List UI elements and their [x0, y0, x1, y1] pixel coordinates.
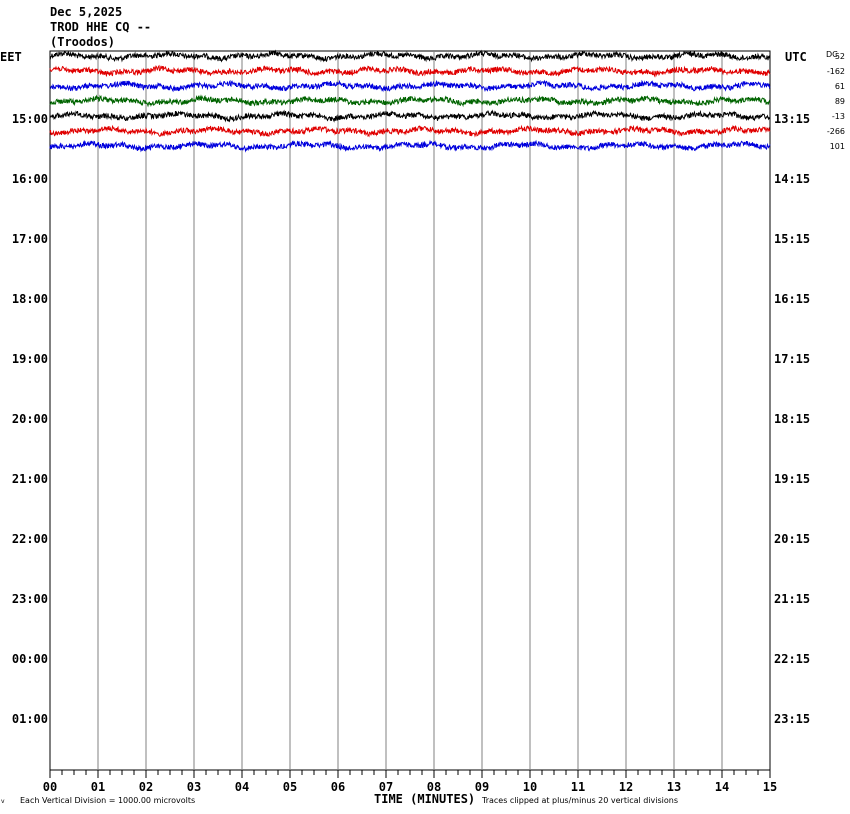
x-tick-label: 12 [619, 780, 633, 794]
dc-offset-label: 89 [835, 97, 845, 106]
x-tick-label: 07 [379, 780, 393, 794]
x-tick-label: 01 [91, 780, 105, 794]
right-time-label: 21:15 [774, 592, 810, 606]
left-time-label: 01:00 [12, 712, 48, 726]
right-time-label: 14:15 [774, 172, 810, 186]
scale-note: Each Vertical Division = 1000.00 microvo… [20, 796, 196, 805]
left-time-label: 20:00 [12, 412, 48, 426]
right-time-label: 23:15 [774, 712, 810, 726]
seismic-trace [49, 64, 771, 78]
seismic-trace [49, 94, 771, 108]
x-tick-label: 03 [187, 780, 201, 794]
header-date: Dec 5,2025 [50, 5, 123, 19]
dc-offset-label: -162 [827, 67, 845, 76]
header-station: TROD HHE CQ -- [50, 20, 152, 34]
x-tick-label: 15 [763, 780, 777, 794]
right-time-label: 16:15 [774, 292, 810, 306]
right-zone-label: UTC [785, 50, 807, 64]
right-time-label: 20:15 [774, 532, 810, 546]
left-time-label: 15:00 [12, 112, 48, 126]
right-time-label: 17:15 [774, 352, 810, 366]
dc-offset-label: -13 [832, 112, 845, 121]
dc-offset-label: 61 [835, 82, 845, 91]
seismic-trace [49, 49, 771, 63]
x-tick-label: 11 [571, 780, 585, 794]
left-time-label: 17:00 [12, 232, 48, 246]
clip-note: Traces clipped at plus/minus 20 vertical… [482, 796, 679, 805]
x-tick-label: 08 [427, 780, 441, 794]
left-time-label: 16:00 [12, 172, 48, 186]
left-time-label: 23:00 [12, 592, 48, 606]
right-time-label: 18:15 [774, 412, 810, 426]
x-tick-label: 05 [283, 780, 297, 794]
left-time-label: 21:00 [12, 472, 48, 486]
right-time-label: 13:15 [774, 112, 810, 126]
dc-label: DC [826, 50, 838, 59]
seismic-trace [49, 109, 771, 123]
left-time-label: 19:00 [12, 352, 48, 366]
right-time-label: 15:15 [774, 232, 810, 246]
dc-offset-label: 52 [835, 52, 845, 61]
left-time-label: 00:00 [12, 652, 48, 666]
x-tick-label: 09 [475, 780, 489, 794]
x-tick-label: 04 [235, 780, 249, 794]
seismic-trace [49, 139, 771, 153]
x-tick-label: 14 [715, 780, 729, 794]
corner-mark: v [1, 798, 5, 805]
x-tick-label: 02 [139, 780, 153, 794]
x-tick-label: 00 [43, 780, 57, 794]
right-time-label: 19:15 [774, 472, 810, 486]
plot-frame [49, 50, 771, 771]
right-time-label: 22:15 [774, 652, 810, 666]
x-tick-label: 13 [667, 780, 681, 794]
x-axis-label: TIME (MINUTES) [374, 792, 476, 806]
left-time-label: 18:00 [12, 292, 48, 306]
left-zone-label: EET [0, 50, 22, 64]
left-time-label: 22:00 [12, 532, 48, 546]
x-tick-label: 10 [523, 780, 537, 794]
dc-offset-label: -266 [827, 127, 845, 136]
seismic-trace [49, 79, 771, 93]
seismic-trace [49, 124, 771, 138]
x-tick-label: 06 [331, 780, 345, 794]
header-location: (Troodos) [50, 35, 116, 49]
dc-offset-label: 101 [830, 142, 845, 151]
